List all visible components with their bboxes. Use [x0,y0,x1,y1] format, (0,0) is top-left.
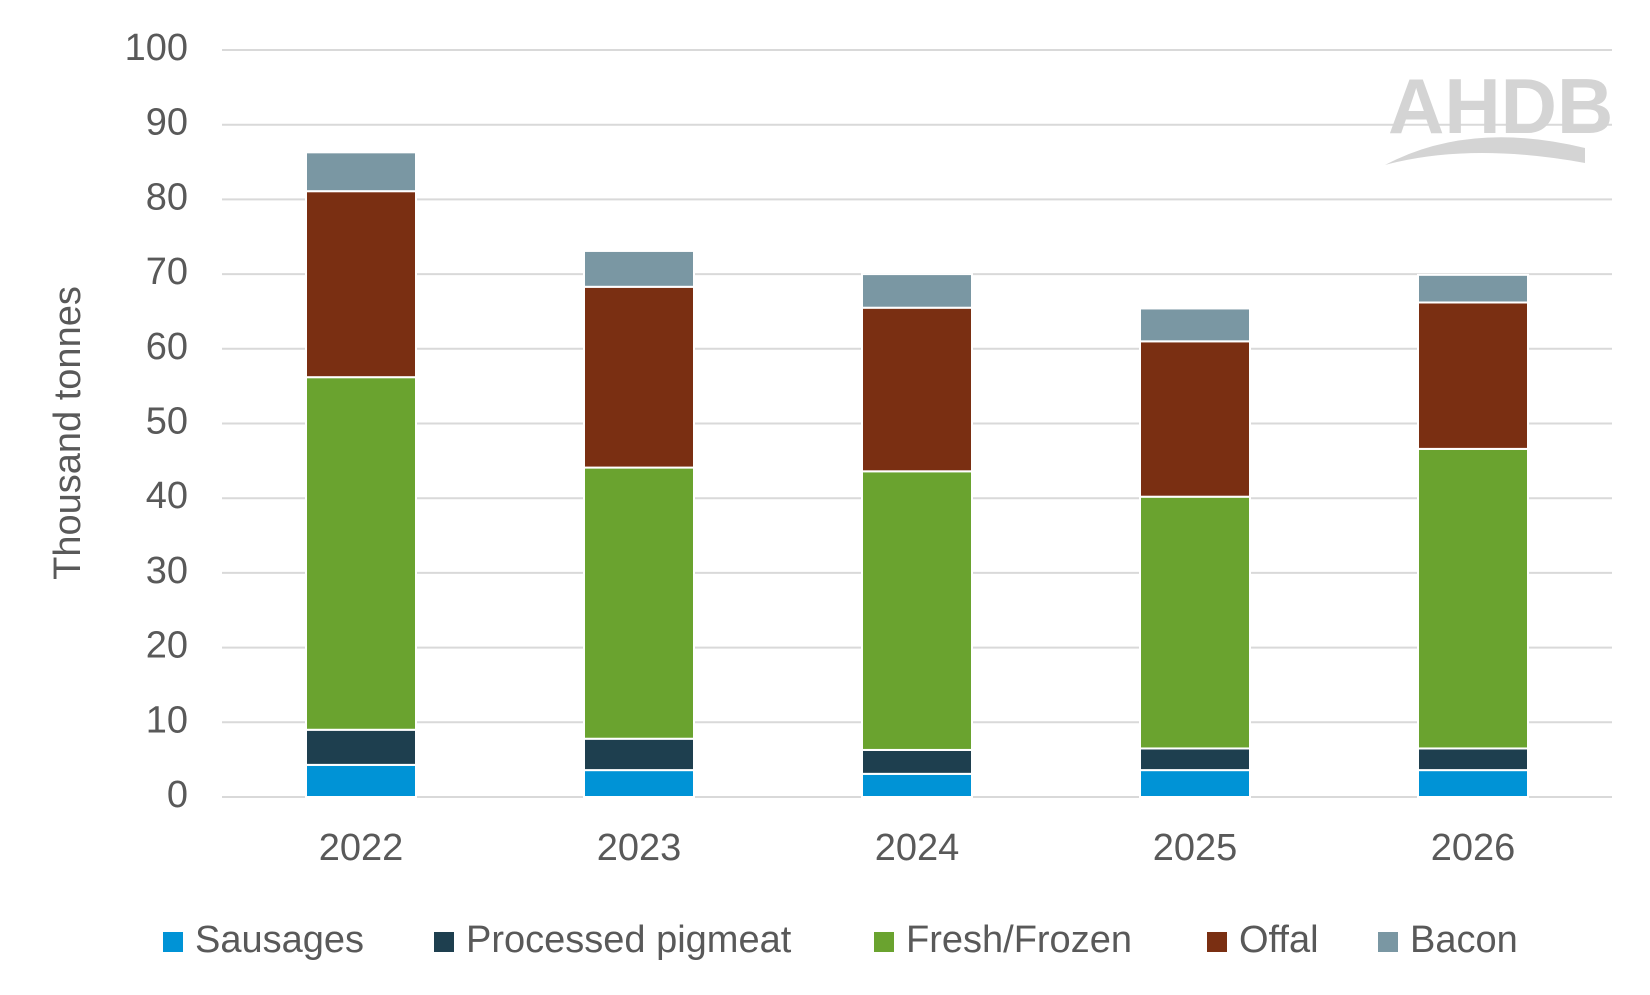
y-tick-label: 80 [146,176,188,218]
bar-segment [1417,273,1529,304]
x-tick-label: 2026 [1431,827,1516,869]
x-axis-ticks: 2022 2023 2024 2025 2026 [319,827,1516,869]
ahdb-logo-watermark: AHDB [1385,62,1613,165]
bar-segment [583,249,695,288]
y-tick-label: 20 [146,625,188,667]
legend-swatch [1378,932,1398,952]
y-tick-label: 70 [146,251,188,293]
bar-segment [583,285,695,469]
bar-segment [305,376,417,731]
bar-segment [1417,769,1529,798]
legend-label: Offal [1239,919,1319,961]
bar-segment [305,190,417,379]
bar-segment [861,273,973,309]
bar-segment [1139,340,1251,498]
x-tick-label: 2023 [597,827,682,869]
bar-segment [861,748,973,775]
bar-segment [1417,301,1529,450]
bar-segment [1139,495,1251,750]
bars [305,151,1529,799]
bar-segment [583,769,695,798]
y-tick-label: 60 [146,326,188,368]
y-axis-label: Thousand tonnes [47,286,89,580]
bar-segment [1139,769,1251,798]
bar-segment [1417,447,1529,750]
bar-segment [305,763,417,799]
legend-label: Bacon [1410,919,1518,961]
legend-swatch [1207,932,1227,952]
bar-segment [305,151,417,193]
x-tick-label: 2025 [1153,827,1238,869]
legend-label: Processed pigmeat [466,919,792,961]
x-tick-label: 2022 [319,827,404,869]
y-axis-ticks: 0 10 20 30 40 50 60 70 80 90 100 [125,27,188,816]
legend-swatch [434,932,454,952]
bar-segment [861,470,973,751]
legend-swatch [163,932,183,952]
x-tick-label: 2024 [875,827,960,869]
bar-segment [1417,747,1529,772]
bar-segment [583,737,695,772]
bar-segment [861,772,973,799]
logo-text: AHDB [1388,62,1613,150]
y-tick-label: 100 [125,27,188,69]
y-tick-label: 0 [167,774,188,816]
legend-swatch [874,932,894,952]
y-tick-label: 10 [146,699,188,741]
y-tick-label: 30 [146,550,188,592]
bar-segment [1139,307,1251,343]
bar-segment [1139,747,1251,772]
bar-segment [583,466,695,740]
legend: Sausages Processed pigmeat Fresh/Frozen Off… [163,919,1518,961]
bar-segment [305,728,417,766]
y-tick-label: 90 [146,102,188,144]
legend-label: Fresh/Frozen [906,919,1132,961]
bar-segment [861,306,973,473]
logo-swoosh [1385,137,1585,165]
y-tick-label: 40 [146,475,188,517]
y-tick-label: 50 [146,401,188,443]
legend-label: Sausages [195,919,364,961]
